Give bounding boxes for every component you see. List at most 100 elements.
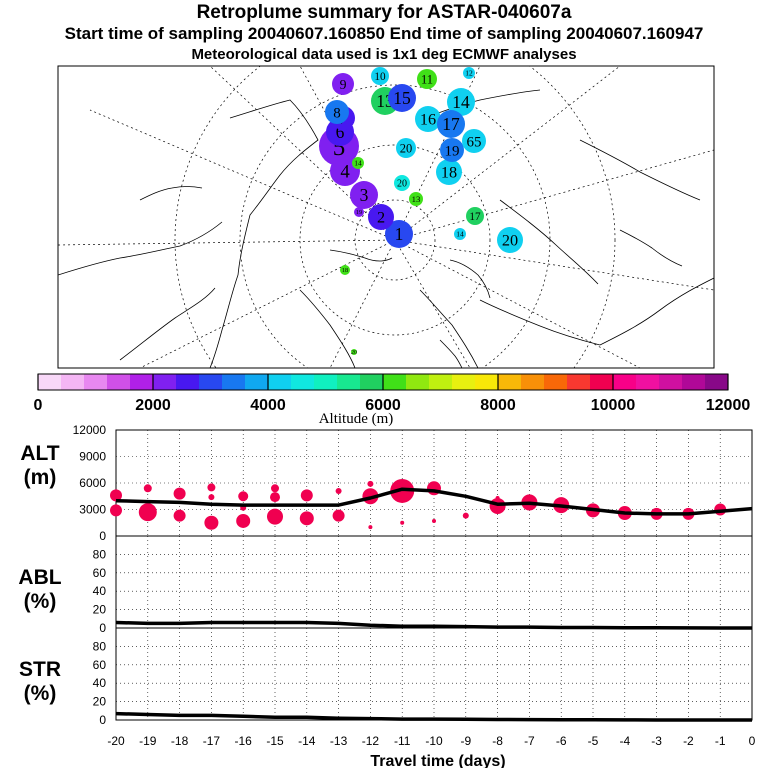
cluster-marker [350, 181, 378, 209]
y-axis-label: ABL [18, 566, 61, 589]
colorbar-tick-label: 0 [34, 397, 43, 414]
cluster-marker [388, 84, 416, 112]
altitude-marker [270, 492, 280, 503]
str-panel-frame [115, 627, 753, 721]
cluster-marker [354, 207, 364, 217]
y-axis-label: ALT [20, 442, 59, 465]
cluster-marker [417, 69, 437, 89]
altitude-marker [300, 489, 313, 502]
colorbar-label: Altitude (m) [319, 411, 394, 427]
map-cluster: 20 [351, 349, 357, 356]
altitude-marker [236, 513, 251, 528]
colorbar-cell [613, 374, 637, 390]
altitude-marker [335, 487, 342, 494]
y-tick-label: 0 [99, 621, 106, 635]
y-tick-label: 20 [93, 695, 107, 709]
altitude-marker [143, 484, 152, 493]
cluster-label: 9 [340, 77, 347, 92]
altitude-marker [138, 503, 157, 522]
colorbar-cell [245, 374, 269, 390]
time-series-panels: 0 3000 6000 9000 12000 0 20 40 60 80 0 20 40 60 80 ALT… [18, 423, 755, 768]
cluster-marker [447, 88, 475, 116]
x-tick-label: -16 [235, 734, 253, 748]
colorbar-cell [153, 374, 177, 390]
colorbar-cell [544, 374, 568, 390]
cluster-label: 15 [393, 88, 411, 108]
altitude-marker [110, 504, 122, 517]
cluster-label: 18 [441, 164, 457, 182]
cluster-label: 10 [374, 71, 386, 83]
altitude-marker [489, 497, 506, 514]
map-panel: 1234567891011121314151617181920651720141… [57, 65, 715, 369]
map-graticule [58, 66, 714, 368]
cluster-label: 14 [452, 92, 470, 112]
map-cluster: 20 [396, 138, 416, 158]
cluster-marker [371, 67, 389, 85]
altitude-marker [204, 515, 219, 530]
cluster-marker [396, 138, 416, 158]
cluster-label: 4 [340, 162, 350, 183]
x-tick-label: -19 [139, 734, 157, 748]
x-tick-label: -12 [362, 734, 380, 748]
map-cluster: 65 [462, 129, 486, 153]
y-tick-label: 6000 [79, 476, 106, 490]
cluster-marker [385, 220, 413, 248]
colorbar-cell [337, 374, 361, 390]
map-cluster: 17 [437, 110, 465, 138]
colorbar-tick-label: 12000 [706, 397, 751, 414]
x-axis-label: Travel time (days) [370, 753, 505, 768]
map-cluster: 8 [325, 100, 349, 124]
y-tick-label: 9000 [79, 450, 106, 464]
map-cluster: 20 [394, 175, 410, 191]
y-axis-label: STR [19, 658, 61, 681]
y-tick-label: 12000 [73, 423, 107, 437]
cluster-label: 8 [333, 105, 341, 121]
colorbar-tick-label: 10000 [591, 397, 636, 414]
x-tick-label: -17 [203, 734, 221, 748]
altitude-marker [462, 512, 469, 519]
cluster-marker [436, 159, 462, 185]
altitude-markers [110, 478, 727, 530]
colorbar-cell [222, 374, 246, 390]
cluster-marker [325, 100, 349, 124]
colorbar-cell [199, 374, 223, 390]
colorbar-cell [452, 374, 476, 390]
x-tick-label: -14 [298, 734, 316, 748]
map-cluster: 12 [463, 67, 475, 79]
cluster-label: 14 [456, 230, 464, 239]
colorbar-cell [705, 374, 729, 390]
cluster-label: 1 [395, 224, 404, 244]
colorbar-cell [360, 374, 384, 390]
y-axis-label: (%) [24, 682, 57, 705]
y-tick-label: 3000 [79, 503, 106, 517]
map-cluster: 17 [466, 207, 484, 225]
x-tick-label: -20 [107, 734, 125, 748]
cluster-label: 12 [465, 69, 473, 78]
cluster-label: 20 [397, 179, 407, 190]
altitude-marker [208, 494, 215, 501]
colorbar-cell [130, 374, 154, 390]
x-tick-label: -2 [683, 734, 694, 748]
x-tick-label: -11 [394, 734, 411, 748]
map-cluster: 14 [352, 157, 364, 169]
altitude-marker [495, 496, 500, 501]
altitude-marker [110, 489, 122, 502]
altitude-marker [400, 520, 405, 525]
y-tick-label: 0 [99, 529, 106, 543]
altitude-marker [271, 484, 279, 493]
y-axis-label: (m) [24, 466, 57, 489]
colorbar-cell [682, 374, 706, 390]
met-data-note: Meteorological data used is 1x1 deg ECMW… [191, 46, 577, 63]
cluster-label: 65 [467, 134, 482, 150]
colorbar-tick-label: 8000 [480, 397, 516, 414]
x-tick-label: -9 [460, 734, 471, 748]
y-tick-label: 60 [93, 658, 107, 672]
colorbar-cell [291, 374, 315, 390]
x-tick-label: -13 [330, 734, 348, 748]
altitude-marker [432, 518, 436, 523]
map-cluster: 15 [388, 84, 416, 112]
colorbar-cell [406, 374, 430, 390]
y-tick-label: 60 [93, 566, 107, 580]
colorbar-cell [314, 374, 338, 390]
